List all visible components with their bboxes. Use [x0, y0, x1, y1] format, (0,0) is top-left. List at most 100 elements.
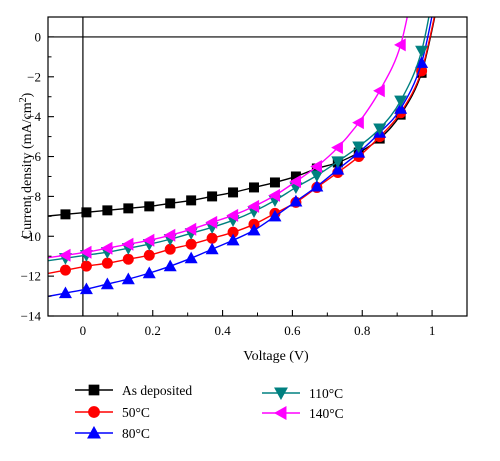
y-tick-label: −12: [21, 269, 41, 284]
legend-marker: [273, 406, 287, 420]
data-point: [331, 141, 343, 155]
x-tick-label: 0.8: [354, 323, 370, 338]
data-point: [310, 170, 324, 183]
data-point: [352, 141, 366, 154]
data-point: [102, 205, 113, 216]
data-point: [163, 228, 176, 242]
data-point: [101, 257, 113, 269]
tick-marks: [47, 16, 468, 317]
data-point: [205, 242, 219, 255]
legend-marker: [87, 425, 101, 439]
data-point: [289, 174, 301, 188]
data-point: [310, 160, 322, 173]
data-point: [207, 191, 218, 202]
legend-label: 110°C: [309, 386, 343, 401]
y-axis-title-main: Current density (mA/cm: [20, 102, 35, 239]
legend-item: As deposited: [75, 383, 192, 398]
data-point: [143, 249, 155, 261]
data-point: [163, 259, 177, 272]
data-point: [331, 162, 345, 175]
x-tick-label: 0.6: [284, 323, 301, 338]
series-layer: [48, 17, 436, 299]
data-point: [228, 187, 239, 198]
legend-item: 140°C: [262, 406, 344, 421]
data-point: [60, 209, 71, 220]
data-point: [79, 282, 93, 295]
data-point: [100, 277, 114, 290]
y-axis-title-superscript: 2: [18, 97, 29, 102]
data-point: [289, 194, 303, 207]
legend-marker: [88, 384, 100, 396]
y-axis-title-close: ): [20, 92, 35, 97]
data-point: [79, 245, 92, 259]
data-point: [226, 208, 239, 222]
data-point: [352, 116, 364, 130]
x-tick-label: 0.4: [214, 323, 231, 338]
data-point: [123, 203, 134, 214]
data-point: [206, 232, 218, 244]
legend-label: 50°C: [122, 405, 150, 420]
y-tick-label: 0: [35, 29, 42, 44]
data-point: [80, 260, 92, 272]
data-point: [226, 233, 240, 246]
data-point: [247, 223, 261, 236]
series-0: [48, 17, 436, 220]
legend-item: 80°C: [75, 425, 150, 441]
data-point: [415, 45, 429, 58]
legend-label: 140°C: [309, 406, 344, 421]
x-axis-title: Voltage (V): [243, 349, 309, 364]
legend-item: 110°C: [262, 386, 343, 401]
x-tick-label: 0.2: [145, 323, 161, 338]
data-point: [394, 38, 406, 52]
axes: [48, 17, 467, 316]
y-axis-title: Current density (mA/cm2): [18, 92, 35, 239]
y-tick-label: −10: [21, 229, 41, 244]
data-point: [373, 84, 385, 98]
data-point: [185, 238, 197, 250]
y-tick-label: −2: [27, 69, 41, 84]
series-4: [48, 17, 409, 262]
y-tick-label: −6: [27, 149, 41, 164]
data-point: [186, 195, 197, 206]
data-point: [144, 201, 155, 212]
legend-label: As deposited: [122, 383, 192, 398]
data-point: [331, 156, 345, 169]
data-point: [121, 272, 135, 285]
legend-marker: [274, 387, 288, 401]
data-point: [165, 198, 176, 209]
data-point: [269, 177, 280, 188]
data-point: [310, 179, 324, 192]
data-point: [247, 199, 260, 213]
data-point: [58, 286, 72, 299]
data-point: [58, 248, 71, 262]
series-3: [48, 17, 430, 265]
x-tick-label: 0: [80, 323, 87, 338]
data-point: [122, 253, 134, 265]
x-tick-label: 1: [429, 323, 436, 338]
data-point: [394, 102, 408, 114]
data-point: [142, 266, 156, 279]
data-point: [268, 188, 281, 202]
y-tick-label: −14: [21, 309, 42, 324]
data-point: [59, 264, 71, 276]
plot-border: [47, 16, 468, 317]
tick-labels: 0 0.2 0.4 0.6 0.8 1 0 −2 −4 −6 −8 −10 −12 −14: [21, 29, 436, 338]
data-point: [268, 209, 282, 222]
data-point: [205, 215, 218, 229]
data-point: [249, 182, 259, 193]
data-point: [100, 241, 113, 255]
data-point: [184, 222, 197, 236]
legend-label: 80°C: [122, 426, 150, 441]
legend: As deposited 50°C 80°C 110°C 140°C: [75, 383, 344, 441]
data-point: [373, 123, 387, 136]
data-point: [81, 207, 92, 218]
legend-item: 50°C: [75, 405, 150, 420]
y-tick-label: −4: [27, 109, 41, 124]
series-line-0: [48, 17, 436, 217]
data-point: [121, 237, 134, 251]
data-point: [184, 251, 198, 264]
data-point: [142, 233, 155, 247]
plot-frame: [47, 16, 468, 317]
data-point: [394, 95, 408, 108]
